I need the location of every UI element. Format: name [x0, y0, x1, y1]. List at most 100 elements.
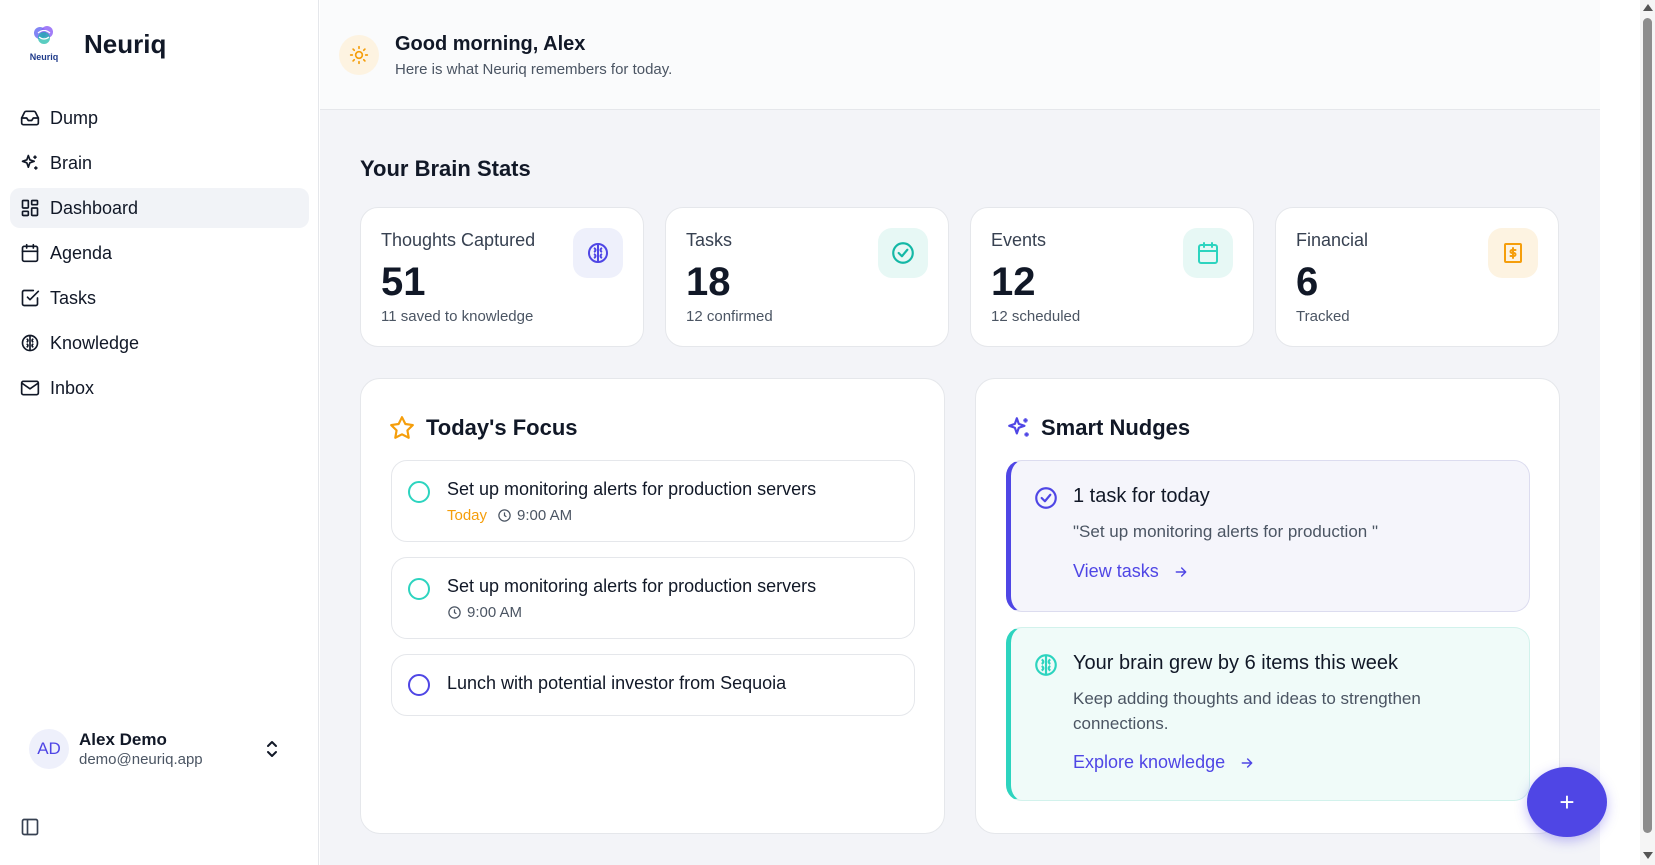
stat-sub: 12 confirmed — [686, 308, 773, 325]
panel-title: Today's Focus — [426, 415, 578, 440]
sidebar-item-label: Agenda — [50, 242, 113, 263]
sidebar-item-dashboard[interactable]: Dashboard — [10, 188, 309, 228]
focus-item[interactable]: Lunch with potential investor from Sequo… — [391, 654, 915, 716]
sidebar-item-brain[interactable]: Brain — [10, 143, 309, 183]
stat-card-tasks[interactable]: Tasks 18 12 confirmed — [665, 207, 949, 347]
checkbox-icon — [20, 288, 40, 308]
stat-label: Tasks — [686, 230, 733, 250]
sidebar-toggle-icon[interactable] — [20, 817, 40, 837]
focus-item-title: Lunch with potential investor from Sequo… — [447, 673, 787, 693]
arrow-right-icon — [1175, 566, 1187, 577]
user-email: demo@neuriq.app — [79, 751, 203, 768]
greeting-subtitle: Here is what Neuriq remembers for today. — [395, 61, 673, 78]
chevrons-up-down-icon[interactable] — [263, 739, 281, 759]
user-info: Alex Demo demo@neuriq.app — [79, 730, 203, 768]
nudge-title: Your brain grew by 6 items this week — [1073, 652, 1398, 674]
avatar: AD — [29, 729, 69, 769]
add-button[interactable]: + — [1527, 767, 1607, 837]
main-content: Good morning, Alex Here is what Neuriq r… — [320, 0, 1600, 865]
due-today-label: Today — [447, 507, 488, 524]
sidebar-item-label: Inbox — [50, 377, 95, 398]
sidebar-item-agenda[interactable]: Agenda — [10, 233, 309, 273]
stat-card-events[interactable]: Events 12 12 scheduled — [970, 207, 1254, 347]
sparkles-icon — [1008, 417, 1029, 437]
stat-label: Thoughts Captured — [381, 230, 536, 250]
task-checkbox[interactable] — [408, 578, 430, 600]
check-circle-icon — [878, 228, 928, 278]
sidebar-item-label: Tasks — [50, 287, 97, 308]
focus-item-title: Set up monitoring alerts for production … — [447, 576, 817, 596]
sidebar-item-label: Knowledge — [50, 332, 140, 353]
top-bar: Good morning, Alex Here is what Neuriq r… — [320, 0, 1600, 110]
link-label: Explore knowledge — [1073, 752, 1226, 772]
sidebar-item-dump[interactable]: Dump — [10, 98, 309, 138]
sidebar-nav: Dump Brain Dashboard Agenda Tasks — [10, 98, 309, 413]
check-circle-icon — [1035, 487, 1057, 509]
app-name: Neuriq — [84, 28, 167, 59]
link-label: View tasks — [1073, 561, 1159, 581]
focus-item-meta: 9:00 AM — [447, 604, 522, 621]
logo-text: Neuriq — [29, 52, 59, 62]
scroll-thumb[interactable] — [1643, 18, 1652, 833]
star-icon — [390, 416, 414, 439]
brand[interactable]: Neuriq Neuriq — [26, 24, 166, 64]
user-menu[interactable]: AD Alex Demo demo@neuriq.app — [29, 728, 297, 770]
inbox-tray-icon — [20, 108, 40, 128]
sidebar-item-label: Dashboard — [50, 197, 139, 218]
stat-sub: 12 scheduled — [991, 308, 1081, 325]
panel-title: Smart Nudges — [1041, 415, 1191, 440]
stat-sub: 11 saved to knowledge — [381, 308, 534, 325]
clock-icon — [498, 509, 511, 522]
receipt-dollar-icon — [1488, 228, 1538, 278]
clock-icon — [448, 606, 461, 619]
scroll-up-arrow[interactable] — [1643, 4, 1653, 11]
calendar-icon — [1183, 228, 1233, 278]
explore-knowledge-link[interactable]: Explore knowledge — [1073, 752, 1255, 773]
nudge-body: "Set up monitoring alerts for production… — [1073, 522, 1379, 541]
stat-value: 51 — [381, 260, 426, 304]
scrollbar[interactable] — [1640, 0, 1655, 865]
arrow-right-icon — [1241, 757, 1253, 768]
stat-value: 12 — [991, 260, 1036, 304]
stat-sub: Tracked — [1296, 308, 1350, 325]
calendar-icon — [20, 243, 40, 263]
stat-label: Events — [991, 230, 1047, 250]
smart-nudges-panel: Smart Nudges 1 task for today "Set up mo… — [975, 378, 1560, 834]
focus-item[interactable]: Set up monitoring alerts for production … — [391, 460, 915, 542]
user-name: Alex Demo — [79, 730, 167, 749]
sidebar-item-label: Brain — [50, 152, 93, 173]
stat-card-thoughts[interactable]: Thoughts Captured 51 11 saved to knowled… — [360, 207, 644, 347]
nudge-body: Keep adding thoughts and ideas to streng… — [1073, 689, 1421, 733]
task-checkbox[interactable] — [408, 674, 430, 696]
focus-item-time: 9:00 AM — [517, 507, 573, 524]
nudge-card-tasks: 1 task for today "Set up monitoring aler… — [1006, 460, 1530, 612]
view-tasks-link[interactable]: View tasks — [1073, 561, 1189, 582]
dashboard-grid-icon — [20, 198, 40, 218]
task-checkbox[interactable] — [408, 481, 430, 503]
stat-label: Financial — [1296, 230, 1369, 250]
brain-icon — [573, 228, 623, 278]
stat-value: 18 — [686, 260, 731, 304]
sidebar-item-knowledge[interactable]: Knowledge — [10, 323, 309, 363]
scroll-down-arrow[interactable] — [1643, 852, 1653, 859]
brain-logo-icon — [34, 26, 53, 44]
brand-logo: Neuriq — [26, 24, 62, 64]
todays-focus-panel: Today's Focus Set up monitoring alerts f… — [360, 378, 945, 834]
sidebar-item-inbox[interactable]: Inbox — [10, 368, 309, 408]
sidebar: Neuriq Neuriq Dump Brain Dashboard — [0, 0, 319, 865]
brain-icon — [1035, 654, 1057, 676]
focus-item[interactable]: Set up monitoring alerts for production … — [391, 557, 915, 639]
nudge-title: 1 task for today — [1073, 485, 1210, 507]
stat-card-financial[interactable]: Financial 6 Tracked — [1275, 207, 1559, 347]
focus-item-title: Set up monitoring alerts for production … — [447, 479, 817, 499]
sidebar-item-tasks[interactable]: Tasks — [10, 278, 309, 318]
stat-value: 6 — [1296, 260, 1319, 304]
focus-item-meta: Today 9:00 AM — [447, 507, 572, 524]
mail-icon — [20, 378, 40, 398]
sparkles-icon — [20, 153, 40, 173]
stats-title: Your Brain Stats — [360, 156, 531, 181]
nudge-card-knowledge: Your brain grew by 6 items this week Kee… — [1006, 627, 1530, 801]
brain-icon — [20, 333, 40, 353]
sun-icon — [339, 35, 379, 75]
focus-item-time: 9:00 AM — [467, 604, 523, 621]
